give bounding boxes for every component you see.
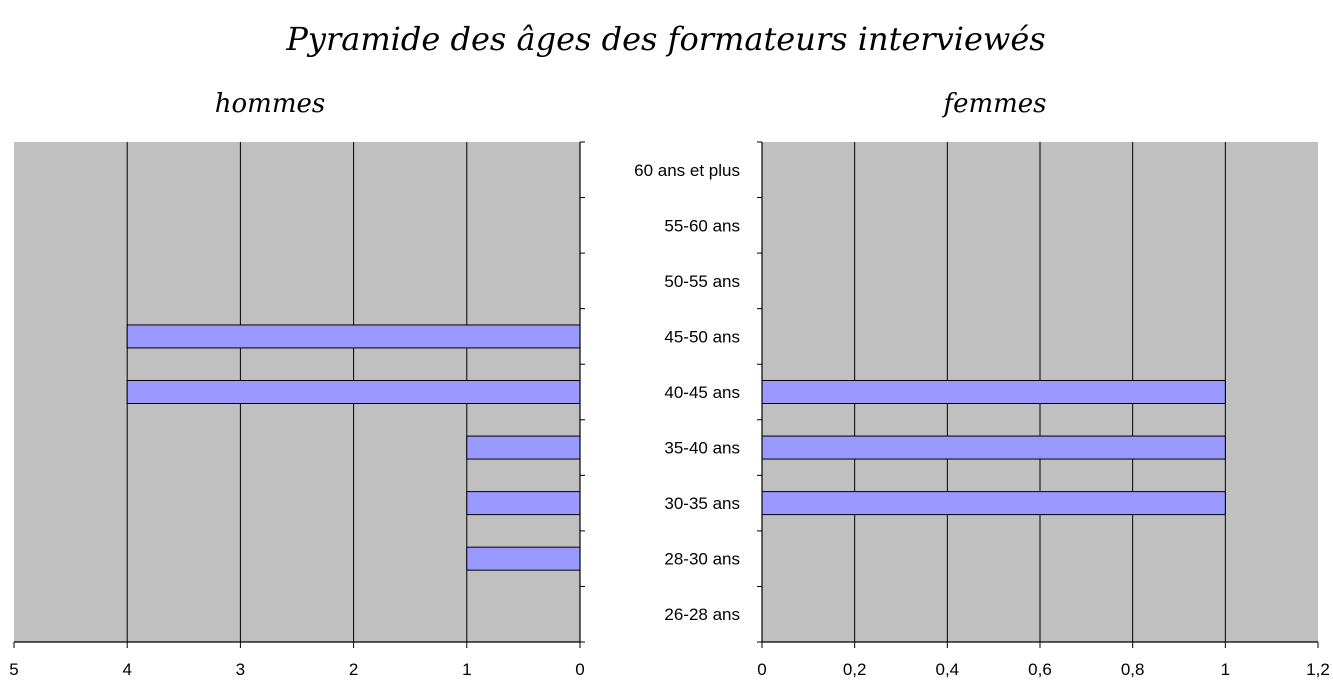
women-x-tick-label: 1,2	[1306, 660, 1330, 679]
chart-title: Pyramide des âges des formateurs intervi…	[285, 20, 1045, 58]
men-bar	[466, 491, 581, 516]
men-x-tick-label: 4	[122, 660, 131, 679]
men-x-tick-label: 3	[236, 660, 245, 679]
men-bar	[126, 324, 581, 349]
men-x-tick-label: 0	[575, 660, 584, 679]
women-bar	[761, 491, 1226, 516]
age-category-label: 40-45 ans	[664, 383, 740, 402]
men-bar	[466, 546, 581, 571]
women-x-tick-label: 0,6	[1028, 660, 1052, 679]
age-category-labels: 60 ans et plus 55-60 ans 50-55 ans 45-50 an…	[634, 161, 740, 624]
age-category-label: 28-30 ans	[664, 550, 740, 569]
age-category-label: 50-55 ans	[664, 272, 740, 291]
men-x-tick-label: 5	[9, 660, 18, 679]
women-x-tick-label: 0,4	[936, 660, 960, 679]
women-bar	[761, 435, 1226, 460]
men-bar	[466, 435, 581, 460]
women-x-tick-label: 0	[757, 660, 766, 679]
men-x-tick-label: 1	[462, 660, 471, 679]
women-x-tick-label: 0,8	[1121, 660, 1145, 679]
women-x-tick-label: 0,2	[843, 660, 867, 679]
panel-label-hommes: hommes	[215, 89, 325, 119]
men-panel: 0 1 2 3 4 5	[9, 141, 585, 679]
age-category-label: 26-28 ans	[664, 605, 740, 624]
age-category-label: 60 ans et plus	[634, 161, 740, 180]
men-x-tick-label: 2	[349, 660, 358, 679]
age-category-label: 45-50 ans	[664, 327, 740, 346]
women-panel: 0 0,2 0,4 0,6 0,8 1 1,2	[757, 141, 1330, 679]
age-category-label: 30-35 ans	[664, 494, 740, 513]
panel-label-femmes: femmes	[941, 89, 1046, 119]
age-category-label: 35-40 ans	[664, 439, 740, 458]
women-bar	[761, 380, 1226, 404]
women-x-tick-label: 1	[1221, 660, 1230, 679]
age-category-label: 55-60 ans	[664, 216, 740, 235]
men-bar	[126, 380, 581, 404]
